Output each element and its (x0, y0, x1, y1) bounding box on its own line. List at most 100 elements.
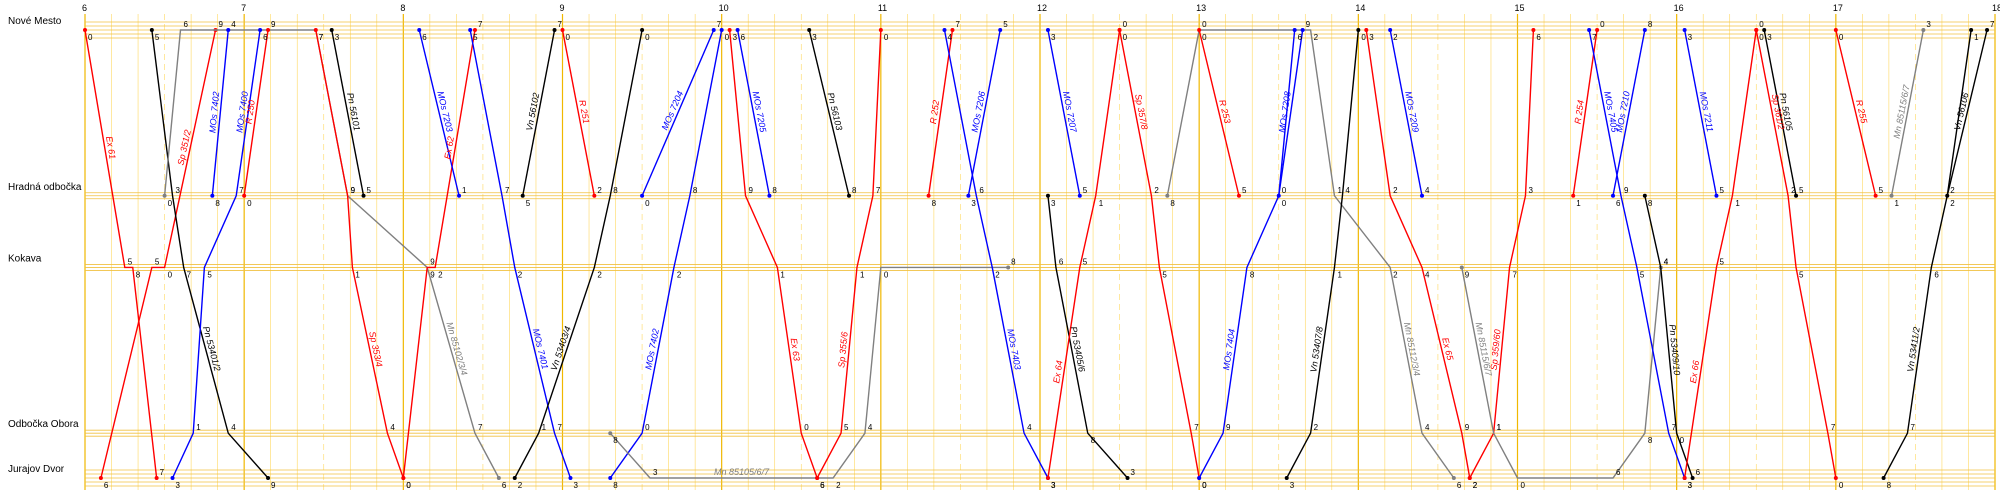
minute-label: 1 (196, 423, 201, 432)
minute-label: 4 (1345, 186, 1350, 195)
minute-label: 2 (677, 270, 682, 279)
minute-label: 0 (884, 33, 889, 42)
train-label: R 250 (244, 99, 257, 124)
minute-label: 3 (1131, 468, 1136, 477)
train-label: Ex 62 (442, 136, 456, 160)
minute-label: 2 (995, 270, 1000, 279)
train-endpoint-marker (1276, 193, 1281, 198)
minute-label: 9 (1306, 20, 1311, 29)
minute-label: 3 (1688, 33, 1693, 42)
train-endpoint-marker (1969, 28, 1974, 32)
minute-label: 5 (1640, 270, 1645, 279)
train-label: Pn 53409/10 (1667, 324, 1682, 376)
minute-label: 0 (1839, 481, 1844, 490)
train-endpoint-marker (1117, 28, 1122, 32)
hour-label: 8 (400, 3, 405, 13)
train-endpoint-marker (1467, 476, 1472, 480)
minute-label: 0 (1839, 33, 1844, 42)
minute-label: 9 (351, 186, 356, 195)
minute-label: 5 (844, 423, 849, 432)
train-path (418, 29, 460, 196)
minute-label: 7 (1592, 33, 1597, 42)
train-endpoint-marker (210, 193, 215, 198)
train-path (1365, 29, 1471, 479)
train-path (1835, 29, 1877, 196)
hour-label: 14 (1355, 3, 1365, 13)
train-endpoint-marker (711, 28, 716, 32)
minute-label: 8 (1648, 199, 1653, 208)
minute-label: 9 (1624, 186, 1629, 195)
train-endpoint-marker (1388, 28, 1393, 32)
minute-label: 3 (176, 481, 181, 490)
minute-label: 2 (1950, 199, 1955, 208)
train-endpoint-marker (942, 28, 947, 32)
train-endpoint-marker (815, 476, 820, 480)
minute-label: 9 (1465, 270, 1470, 279)
train-path (1572, 29, 1598, 196)
minute-label: 0 (168, 270, 173, 279)
minute-label: 6 (1934, 270, 1939, 279)
minute-label: 7 (160, 468, 165, 477)
minute-label: 9 (351, 186, 356, 195)
minute-label: 3 (971, 199, 976, 208)
minute-label: 5 (1799, 186, 1804, 195)
train-endpoint-marker (1762, 28, 1767, 32)
minute-label: 0 (1123, 20, 1128, 29)
hour-label: 18 (1992, 3, 2000, 13)
train-endpoint-marker (1611, 193, 1615, 198)
minute-label: 8 (1091, 436, 1096, 445)
minute-label: 4 (1664, 257, 1669, 266)
minute-label: 6 (184, 20, 189, 29)
minute-label: 0 (1202, 33, 1207, 42)
train-endpoint-marker (640, 28, 645, 32)
minute-label: 1 (1576, 199, 1581, 208)
train-endpoint-marker (1587, 28, 1592, 32)
minute-label: 8 (1170, 199, 1175, 208)
train-path (609, 29, 723, 479)
minute-label: 2 (1393, 186, 1398, 195)
minute-label: 6 (820, 481, 825, 490)
train-endpoint-marker (1794, 193, 1799, 198)
minute-label: 7 (558, 423, 563, 432)
train-endpoint-marker (496, 476, 501, 480)
minute-label: 2 (1950, 186, 1955, 195)
hour-label: 6 (82, 3, 87, 13)
train-path (1612, 29, 1646, 196)
minute-label: 8 (1648, 20, 1653, 29)
minute-label: 4 (1027, 423, 1032, 432)
train-endpoint-marker (226, 28, 231, 32)
train-endpoint-marker (727, 28, 732, 32)
minute-label: 3 (176, 186, 181, 195)
train-path (609, 266, 1009, 479)
minute-label: 5 (155, 33, 160, 42)
station-label: Jurajov Dvor (8, 464, 65, 475)
train-label: Ex 61 (104, 136, 118, 160)
minute-label: 5 (1879, 186, 1884, 195)
minute-label: 2 (597, 186, 602, 195)
minute-label: 8 (1887, 481, 1892, 490)
minute-label: 9 (219, 20, 224, 29)
minute-label: 9 (1465, 423, 1470, 432)
train-path (514, 29, 643, 479)
train-endpoint-marker (417, 28, 422, 32)
minute-label: 9 (430, 270, 435, 279)
train-endpoint-marker (1077, 193, 1082, 198)
train-paths (83, 28, 1990, 480)
train-endpoint-marker (242, 193, 247, 198)
minute-label: 3 (1767, 33, 1772, 42)
minute-label: 7 (505, 186, 510, 195)
minute-label: 5 (1083, 257, 1088, 266)
minute-label: 3 (812, 33, 817, 42)
minute-label: 0 (1202, 481, 1207, 490)
minute-label: 5 (1719, 186, 1724, 195)
hour-label: 16 (1674, 3, 1684, 13)
minute-label: 6 (1536, 33, 1541, 42)
train-endpoint-marker (640, 193, 645, 198)
train-endpoint-marker (1945, 193, 1950, 198)
train-endpoint-marker (552, 28, 557, 32)
minute-label: 0 (884, 270, 889, 279)
minute-label: 5 (207, 270, 212, 279)
train-endpoint-marker (520, 193, 525, 198)
train-label: Ex 65 (1440, 337, 1455, 363)
minute-label: 7 (1513, 270, 1518, 279)
